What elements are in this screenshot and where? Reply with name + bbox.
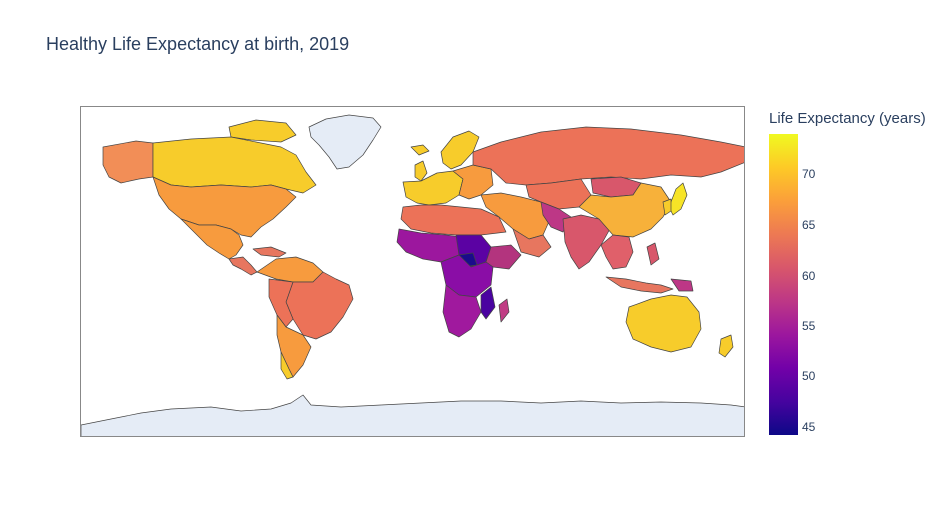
region-southern-africa — [442, 284, 482, 338]
region-colombia-venezuela — [256, 256, 324, 283]
region-caribbean — [252, 246, 287, 258]
region-arabia — [512, 228, 552, 258]
region-antarctica — [81, 394, 744, 436]
colorbar-tick-70: 70 — [802, 167, 816, 181]
region-alaska — [102, 140, 154, 184]
colorbar-tick-45: 45 — [802, 420, 816, 434]
region-philippines — [646, 242, 660, 266]
region-southeast-asia — [600, 234, 634, 270]
colorbar — [769, 134, 798, 435]
region-greenland — [308, 114, 382, 170]
region-png — [670, 278, 694, 292]
region-indonesia — [605, 276, 674, 294]
chart-title: Healthy Life Expectancy at birth, 2019 — [46, 34, 350, 54]
region-australia — [625, 294, 702, 353]
region-iceland — [410, 144, 430, 156]
region-japan — [668, 182, 688, 216]
region-mozambique — [480, 286, 496, 320]
region-north-africa — [400, 204, 507, 236]
region-mexico — [180, 218, 244, 260]
world-map[interactable] — [80, 106, 745, 437]
region-new-zealand — [718, 334, 734, 358]
colorbar-tick-60: 60 — [802, 269, 816, 283]
region-russia — [472, 126, 744, 186]
map-canvas — [81, 114, 744, 436]
region-western-europe — [402, 170, 464, 206]
region-uk — [414, 160, 428, 182]
region-madagascar — [498, 298, 510, 323]
region-central-america — [228, 256, 258, 276]
region-india — [562, 214, 612, 270]
colorbar-tick-55: 55 — [802, 319, 816, 333]
region-canada — [152, 136, 317, 194]
colorbar-title: Life Expectancy (years) — [769, 110, 926, 127]
region-korea — [662, 198, 672, 216]
region-peru-bolivia — [268, 278, 294, 328]
colorbar-tick-65: 65 — [802, 218, 816, 232]
region-patagonia — [280, 351, 294, 380]
colorbar-tick-50: 50 — [802, 369, 816, 383]
region-brazil — [285, 271, 354, 340]
